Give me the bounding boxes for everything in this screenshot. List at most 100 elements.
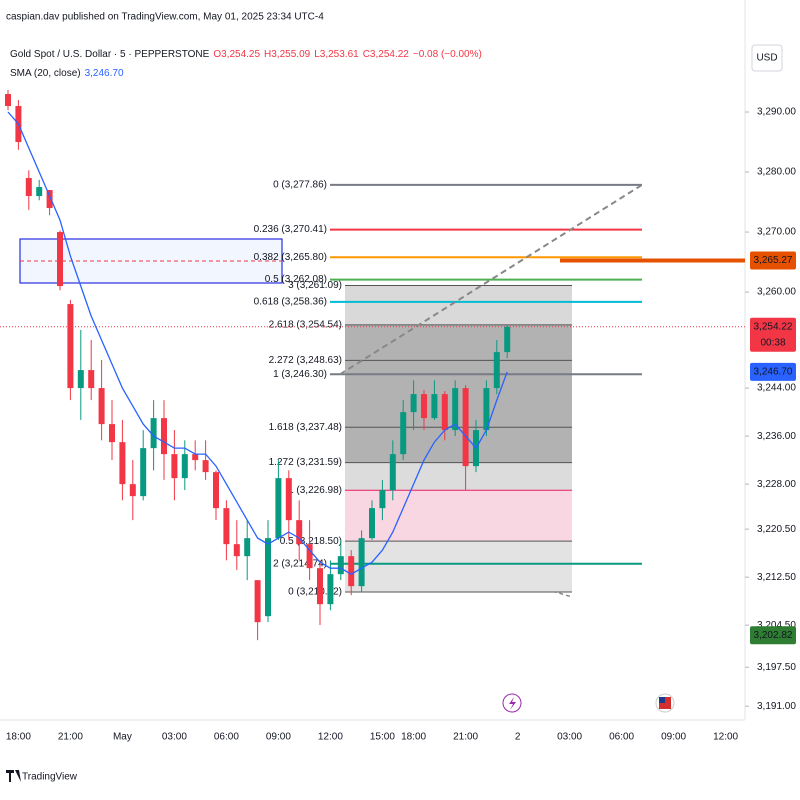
price-badge bbox=[750, 251, 796, 270]
fib-label: 0 (3,210.02) bbox=[288, 587, 342, 598]
candle-body bbox=[98, 388, 105, 425]
brand: TradingView bbox=[22, 772, 78, 783]
candle-body bbox=[119, 442, 126, 485]
fib-label: 2.272 (3,248.63) bbox=[269, 355, 342, 366]
price-badge bbox=[750, 626, 796, 645]
y-tick-label: 3,236.00 bbox=[757, 431, 796, 442]
x-tick-label: 06:00 bbox=[609, 732, 634, 743]
candle-body bbox=[421, 394, 427, 419]
y-tick-label: 3,228.00 bbox=[757, 479, 796, 490]
candle-body bbox=[483, 388, 490, 431]
ohlc: H3,255.09 bbox=[264, 49, 311, 60]
candle-body bbox=[348, 556, 355, 587]
candle-body bbox=[410, 394, 417, 413]
fib-band bbox=[345, 541, 572, 593]
candle-body bbox=[88, 370, 95, 389]
fib-label: 1.618 (3,237.48) bbox=[269, 422, 342, 433]
candle-body bbox=[129, 484, 136, 497]
x-tick-label: 18:00 bbox=[6, 732, 31, 743]
currency-box[interactable] bbox=[751, 44, 783, 72]
candle-body bbox=[67, 304, 74, 389]
x-tick-label: 21:00 bbox=[453, 732, 478, 743]
x-tick-label: 15:00 bbox=[370, 732, 395, 743]
symbol-legend: Gold Spot / U.S. Dollar · 5 · PEPPERSTON… bbox=[10, 49, 482, 60]
fib-label: 3 (3,261.09) bbox=[288, 280, 342, 291]
tv-logo bbox=[6, 770, 21, 782]
candle-body bbox=[254, 580, 261, 623]
candle-body bbox=[389, 454, 396, 491]
x-tick-label: 03:00 bbox=[162, 732, 187, 743]
price-badge-label: 3,254.22 bbox=[754, 321, 793, 332]
legend-name: SMA (20, close) bbox=[10, 68, 81, 79]
candle-body bbox=[431, 394, 438, 419]
candle-body bbox=[233, 544, 240, 557]
y-tick-label: 3,212.50 bbox=[757, 572, 796, 583]
ohlc: O3,254.25 bbox=[213, 49, 260, 60]
x-tick-label: 21:00 bbox=[58, 732, 83, 743]
candle-body bbox=[452, 388, 459, 431]
candle-body bbox=[150, 418, 157, 449]
candle-body bbox=[296, 520, 303, 545]
candle-body bbox=[379, 490, 386, 509]
x-tick-label: May bbox=[113, 732, 132, 743]
candle-body bbox=[213, 472, 219, 509]
x-tick-label: 18:00 bbox=[401, 732, 426, 743]
y-tick-label: 3,270.00 bbox=[757, 227, 796, 238]
published-note: caspian.dav published on TradingView.com… bbox=[6, 12, 324, 23]
fib-label: 0 (3,277.86) bbox=[273, 180, 327, 191]
y-tick-label: 3,280.00 bbox=[757, 167, 796, 178]
fib-band bbox=[345, 360, 572, 428]
y-tick-label: 3,260.00 bbox=[757, 287, 796, 298]
flag-canton bbox=[659, 697, 665, 703]
x-tick-label: 12:00 bbox=[713, 732, 738, 743]
symbol: Gold Spot / U.S. Dollar · 5 · PEPPERSTON… bbox=[10, 49, 210, 60]
candle-body bbox=[77, 370, 84, 389]
candle-body bbox=[57, 232, 63, 287]
candle-body bbox=[265, 538, 271, 617]
fib-label: 0.618 (3,258.36) bbox=[254, 297, 327, 308]
ohlc: C3,254.22 bbox=[363, 49, 410, 60]
x-tick-label: 12:00 bbox=[318, 732, 343, 743]
candle-body bbox=[244, 538, 251, 557]
fib-band bbox=[345, 427, 572, 463]
ohlc: −0.08 (−0.00%) bbox=[413, 49, 482, 60]
y-tick-label: 3,204.50 bbox=[757, 620, 796, 631]
price-badge-label: 3,202.82 bbox=[754, 630, 793, 641]
countdown: 00:38 bbox=[760, 337, 785, 348]
candle-body bbox=[161, 418, 167, 455]
ohlc: L3,253.61 bbox=[314, 49, 359, 60]
plot: 3,290.00 3,280.00 3,270.00 3,260.00 3,244.00… bbox=[0, 89, 796, 743]
fib-label: 0.236 (3,270.41) bbox=[254, 224, 327, 235]
candle-body bbox=[306, 544, 313, 569]
candle-body bbox=[46, 190, 53, 209]
y-tick-label: 3,191.00 bbox=[757, 701, 796, 712]
candle-body bbox=[369, 508, 375, 539]
fib-label: 2.618 (3,254.54) bbox=[269, 319, 342, 330]
lightning bbox=[509, 697, 516, 710]
sma-legend: SMA (20, close) 3,246.70 bbox=[10, 68, 124, 79]
fib-label: 1 (3,246.30) bbox=[273, 369, 327, 380]
currency[interactable]: USD bbox=[756, 53, 777, 64]
fib-label: 0.5 (3,262.08) bbox=[265, 274, 327, 285]
candle-body bbox=[504, 326, 511, 353]
fib-label: 0.382 (3,265.80) bbox=[254, 252, 327, 263]
candle-body bbox=[285, 478, 292, 521]
candle-body bbox=[493, 352, 500, 389]
candle-body bbox=[462, 388, 469, 467]
fib-band bbox=[345, 285, 572, 325]
fib-label: 1.272 (3,231.59) bbox=[269, 457, 342, 468]
candle-body bbox=[202, 460, 209, 473]
candle-body bbox=[317, 568, 323, 605]
fib-band bbox=[345, 462, 572, 491]
candle-body bbox=[36, 187, 43, 197]
fib-label: 0.5 (3,218.50) bbox=[280, 536, 342, 547]
y-tick-label: 3,197.50 bbox=[757, 662, 796, 673]
fib-band bbox=[345, 490, 572, 542]
candle-body bbox=[441, 394, 448, 431]
x-tick-label: 09:00 bbox=[266, 732, 291, 743]
x-tick-label: 2 bbox=[515, 732, 521, 743]
sma-line bbox=[7, 111, 508, 575]
candle-body bbox=[109, 424, 115, 443]
candle-body bbox=[192, 454, 199, 461]
